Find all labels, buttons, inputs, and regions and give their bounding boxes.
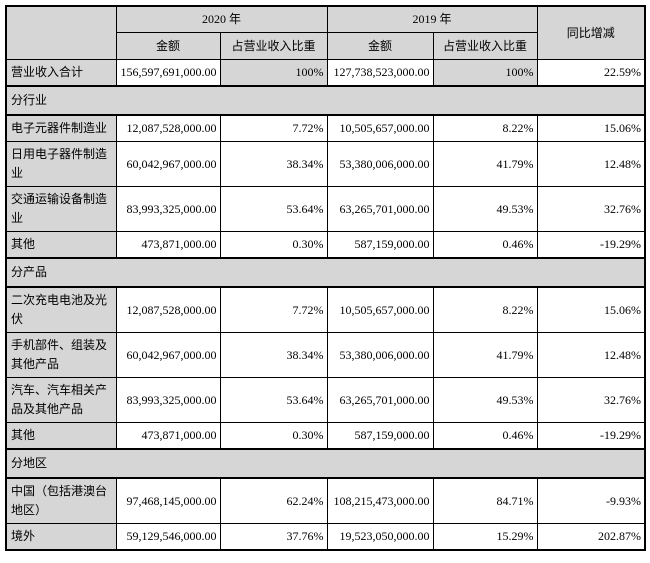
amount-2020: 97,468,145,000.00: [115, 477, 221, 524]
yoy-change: 202.87%: [536, 523, 646, 551]
share-2019: 41.79%: [432, 332, 538, 378]
row-label: 境外: [5, 523, 117, 551]
share-2019: 49.53%: [432, 186, 538, 232]
amount-2020: 156,597,691,000.00: [115, 59, 221, 87]
table-row: 其他 473,871,000.00 0.30% 587,159,000.00 0.46%…: [5, 231, 646, 259]
share-2020: 7.72%: [219, 286, 328, 333]
table-row: 电子元器件制造业 12,087,528,000.00 7.72% 10,505,657…: [5, 114, 646, 142]
yoy-change: -19.29%: [536, 231, 646, 259]
table-row: 交通运输设备制造业 83,993,325,000.00 53.64% 63,265,7…: [5, 186, 646, 232]
year-2019-header: 2019 年: [326, 5, 538, 33]
amount-2019: 10,505,657,000.00: [326, 286, 434, 333]
yoy-change: 32.76%: [536, 186, 646, 232]
amount-2019: 63,265,701,000.00: [326, 186, 434, 232]
yoy-change: 32.76%: [536, 377, 646, 423]
row-label: 汽车、汽车相关产品及其他产品: [5, 377, 117, 423]
revenue-breakdown-table: 2020 年 2019 年 同比增减 金额 占营业收入比重 金额 占营业收入比重…: [5, 5, 647, 551]
table-row: 汽车、汽车相关产品及其他产品 83,993,325,000.00 53.64% 63,…: [5, 377, 646, 423]
section-row: 分行业: [5, 85, 646, 116]
section-label: 分行业: [5, 85, 646, 116]
amount-2019: 63,265,701,000.00: [326, 377, 434, 423]
amount-2020: 60,042,967,000.00: [115, 332, 221, 378]
share-2020: 0.30%: [219, 422, 328, 450]
row-label: 其他: [5, 422, 117, 450]
amount-2020: 60,042,967,000.00: [115, 141, 221, 187]
header-row-measures: 金额 占营业收入比重 金额 占营业收入比重: [6, 32, 645, 60]
share-2020: 53.64%: [219, 186, 328, 232]
amount-2020: 59,129,546,000.00: [115, 523, 221, 551]
amount-2020: 83,993,325,000.00: [115, 186, 221, 232]
amount-2020: 12,087,528,000.00: [115, 114, 221, 142]
yoy-change: 12.48%: [536, 141, 646, 187]
table-row: 中国（包括港澳台地区） 97,468,145,000.00 62.24% 108,21…: [5, 477, 646, 524]
share-2019: 0.46%: [432, 422, 538, 450]
table-header: 2020 年 2019 年 同比增减 金额 占营业收入比重 金额 占营业收入比重: [5, 5, 646, 60]
share-2020: 38.34%: [219, 332, 328, 378]
yoy-change: 15.06%: [536, 114, 646, 142]
amount-2019: 587,159,000.00: [326, 231, 434, 259]
share-2020: 7.72%: [219, 114, 328, 142]
table-row: 日用电子器件制造业 60,042,967,000.00 38.34% 53,380,0…: [5, 141, 646, 187]
row-label: 交通运输设备制造业: [5, 186, 117, 232]
table-row: 其他 473,871,000.00 0.30% 587,159,000.00 0.46%…: [5, 422, 646, 450]
yoy-header: 同比增减: [536, 5, 646, 60]
amount-2019: 53,380,006,000.00: [326, 141, 434, 187]
share-2020: 38.34%: [219, 141, 328, 187]
share-2020: 100%: [219, 59, 328, 87]
row-label: 日用电子器件制造业: [5, 141, 117, 187]
share-2020: 53.64%: [219, 377, 328, 423]
row-label: 中国（包括港澳台地区）: [5, 477, 117, 524]
share-2019: 84.71%: [432, 477, 538, 524]
header-row-years: 2020 年 2019 年 同比增减: [5, 5, 646, 60]
amount-2019: 19,523,050,000.00: [326, 523, 434, 551]
year-2020-header: 2020 年: [115, 5, 328, 33]
share-2020: 0.30%: [219, 231, 328, 259]
yoy-change: 15.06%: [536, 286, 646, 333]
amount-2019: 53,380,006,000.00: [326, 332, 434, 378]
yoy-change: -9.93%: [536, 477, 646, 524]
row-label: 电子元器件制造业: [5, 114, 117, 142]
total-row: 营业收入合计 156,597,691,000.00 100% 127,738,523,…: [5, 59, 646, 87]
table-row: 手机部件、组装及其他产品 60,042,967,000.00 38.34% 53,38…: [5, 332, 646, 378]
amount-2020: 83,993,325,000.00: [115, 377, 221, 423]
share-2019: 100%: [432, 59, 538, 87]
section-label: 分地区: [5, 448, 646, 479]
share-2019: 49.53%: [432, 377, 538, 423]
amount-2019: 108,215,473,000.00: [326, 477, 434, 524]
share-2019: 8.22%: [432, 286, 538, 333]
amount-2020: 473,871,000.00: [115, 231, 221, 259]
row-label: 营业收入合计: [5, 59, 117, 87]
share-2019: 8.22%: [432, 114, 538, 142]
amount-2019: 587,159,000.00: [326, 422, 434, 450]
row-label: 手机部件、组装及其他产品: [5, 332, 117, 378]
yoy-change: 12.48%: [536, 332, 646, 378]
yoy-change: 22.59%: [536, 59, 646, 87]
corner-cell: [5, 5, 117, 60]
section-row: 分产品: [5, 257, 646, 288]
amount-2019: 10,505,657,000.00: [326, 114, 434, 142]
amount-2020-header: 金额: [115, 32, 221, 60]
yoy-change: -19.29%: [536, 422, 646, 450]
share-2020: 37.76%: [219, 523, 328, 551]
amount-2020: 12,087,528,000.00: [115, 286, 221, 333]
row-label: 二次充电电池及光伏: [5, 286, 117, 333]
table-row: 境外 59,129,546,000.00 37.76% 19,523,050,000.…: [5, 523, 646, 551]
table-body: 营业收入合计 156,597,691,000.00 100% 127,738,523,…: [5, 59, 646, 551]
share-2019: 41.79%: [432, 141, 538, 187]
share-2020-header: 占营业收入比重: [219, 32, 328, 60]
table-row: 二次充电电池及光伏 12,087,528,000.00 7.72% 10,505,65…: [5, 286, 646, 333]
section-label: 分产品: [5, 257, 646, 288]
share-2019: 15.29%: [432, 523, 538, 551]
share-2020: 62.24%: [219, 477, 328, 524]
amount-2020: 473,871,000.00: [115, 422, 221, 450]
row-label: 其他: [5, 231, 117, 259]
section-row: 分地区: [5, 448, 646, 479]
share-2019-header: 占营业收入比重: [432, 32, 538, 60]
share-2019: 0.46%: [432, 231, 538, 259]
amount-2019-header: 金额: [326, 32, 434, 60]
amount-2019: 127,738,523,000.00: [326, 59, 434, 87]
